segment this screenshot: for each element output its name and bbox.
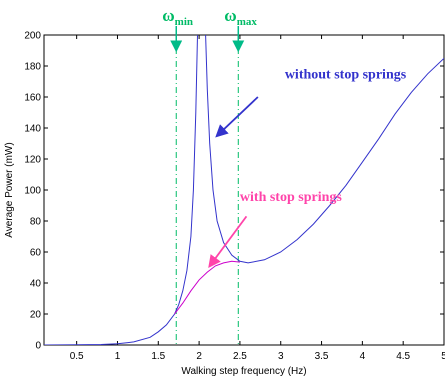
annotation-label: with stop springs	[240, 190, 342, 205]
x-tick-label: 3	[278, 351, 284, 362]
x-tick-label: 4	[360, 351, 366, 362]
omega-subscript: min	[175, 16, 193, 28]
y-axis-label: Average Power (mW)	[4, 142, 15, 237]
x-tick-label: 4.5	[396, 351, 410, 362]
x-tick-label: 1.5	[151, 351, 165, 362]
y-tick-label: 80	[30, 217, 42, 228]
y-tick-label: 20	[30, 310, 42, 321]
annotation-arrow	[208, 215, 248, 268]
y-tick-label: 100	[24, 186, 41, 197]
x-tick-label: 2	[196, 351, 202, 362]
y-tick-label: 120	[24, 155, 41, 166]
x-axis-label: Walking step frequency (Hz)	[181, 366, 306, 377]
annotation-label: without stop springs	[285, 67, 407, 82]
omega-subscript: max	[237, 16, 258, 28]
y-tick-label: 40	[30, 279, 42, 290]
y-tick-label: 180	[24, 62, 41, 73]
y-tick-label: 0	[35, 341, 41, 352]
y-tick-label: 140	[24, 124, 41, 135]
x-tick-label: 2.5	[233, 351, 247, 362]
series-line	[44, 35, 198, 345]
x-tick-label: 0.5	[70, 351, 84, 362]
y-tick-label: 60	[30, 248, 42, 259]
series-line	[174, 260, 240, 315]
omega-label: ωmax	[224, 6, 257, 28]
x-tick-label: 5	[441, 351, 445, 362]
omega-label: ωmin	[162, 6, 193, 28]
x-tick-label: 3.5	[315, 351, 329, 362]
annotation-arrow	[215, 96, 259, 138]
plot-area	[43, 34, 445, 346]
y-tick-label: 160	[24, 93, 41, 104]
x-tick-label: 1	[115, 351, 121, 362]
y-tick-label: 200	[24, 31, 41, 42]
series-line	[205, 35, 444, 264]
